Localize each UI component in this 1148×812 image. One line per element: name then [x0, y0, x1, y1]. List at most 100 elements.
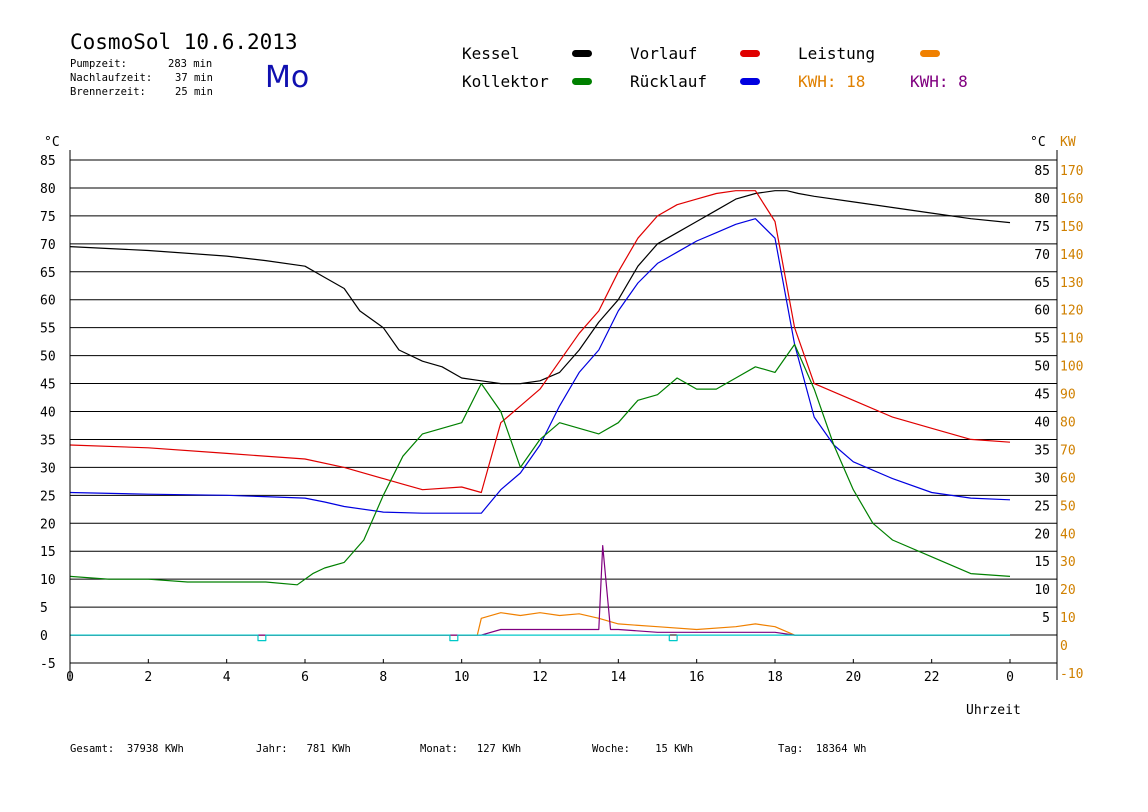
- y-tick-right-temp: 10: [1034, 583, 1050, 598]
- x-tick-label: 6: [301, 670, 309, 685]
- y-tick-right-temp: 35: [1034, 443, 1050, 458]
- weekday-label: Mo: [265, 60, 310, 95]
- x-tick-label: 22: [924, 670, 940, 685]
- y-tick-left: 85: [40, 154, 56, 169]
- footer-tag: Tag: 18364 Wh: [778, 743, 867, 755]
- y-axis-label-right: °C: [1030, 135, 1046, 150]
- y-tick-left: 0: [40, 629, 48, 644]
- y-tick-left: 55: [40, 322, 56, 337]
- series-line-kollektor: [69, 343, 1011, 586]
- y-tick-right-temp: 85: [1034, 164, 1050, 179]
- x-tick-label: 10: [454, 670, 470, 685]
- y-tick-right-temp: 65: [1034, 276, 1050, 291]
- x-tick-label: 0: [1006, 670, 1014, 685]
- legend-kessel: Kessel: [462, 44, 520, 63]
- y-tick-right-temp: 15: [1034, 555, 1050, 570]
- y-tick-right-power: 130: [1060, 276, 1083, 291]
- series-line-pumpe: [70, 634, 1010, 642]
- y-axis-label-left: °C: [44, 135, 60, 150]
- y-tick-right-power: 170: [1060, 164, 1083, 179]
- kwh-orange: KWH: 18: [798, 72, 866, 91]
- legend-leistung-swatch: [920, 50, 940, 57]
- y-tick-right-power: 150: [1060, 220, 1083, 235]
- chart-axes: -505101520253035404550556065707580855101…: [40, 135, 1083, 718]
- series-line-kessel: [69, 190, 1011, 385]
- stat-pumpzeit-label: Pumpzeit:: [70, 58, 127, 70]
- y-tick-left: 5: [40, 601, 48, 616]
- footer-jahr: Jahr: 781 KWh: [256, 743, 351, 755]
- chart-grid: [70, 159, 1057, 636]
- y-tick-right-temp: 80: [1034, 192, 1050, 207]
- stat-nachlaufzeit-value: 37 min: [175, 72, 213, 84]
- footer-woche: Woche: 15 KWh: [592, 743, 694, 755]
- series-line-vorlauf: [69, 190, 1011, 494]
- y-tick-right-temp: 5: [1042, 611, 1050, 626]
- y-tick-left: 50: [40, 350, 56, 365]
- series-line-leistung: [70, 612, 1010, 636]
- legend-vorlauf: Vorlauf: [630, 44, 698, 63]
- x-tick-label: 12: [532, 670, 548, 685]
- y-tick-right-power: 50: [1060, 499, 1076, 514]
- y-tick-right-power: 120: [1060, 304, 1083, 319]
- x-axis-label: Uhrzeit: [966, 703, 1021, 718]
- y-tick-right-temp: 20: [1034, 527, 1050, 542]
- y-tick-right-temp: 40: [1034, 416, 1050, 431]
- y-axis-label-power: KW: [1060, 135, 1076, 150]
- x-tick-label: 16: [689, 670, 705, 685]
- y-tick-right-power: 60: [1060, 471, 1076, 486]
- kwh-purple: KWH: 8: [910, 72, 968, 91]
- y-tick-right-power: 40: [1060, 527, 1076, 542]
- x-tick-label: 0: [66, 670, 74, 685]
- y-tick-right-power: 110: [1060, 332, 1083, 347]
- y-tick-right-power: -10: [1060, 667, 1083, 682]
- y-tick-right-temp: 70: [1034, 248, 1050, 263]
- legend-kollektor: Kollektor: [462, 72, 549, 91]
- y-tick-right-temp: 30: [1034, 471, 1050, 486]
- y-tick-left: 45: [40, 378, 56, 393]
- y-tick-left: 15: [40, 545, 56, 560]
- page-title: CosmoSol 10.6.2013: [70, 30, 298, 54]
- legend-vorlauf-swatch: [740, 50, 760, 57]
- stat-pumpzeit-value: 283 min: [168, 58, 213, 70]
- x-tick-label: 8: [379, 670, 387, 685]
- y-tick-right-temp: 55: [1034, 332, 1050, 347]
- y-tick-left: 65: [40, 266, 56, 281]
- y-tick-left: 30: [40, 461, 56, 476]
- y-tick-right-temp: 60: [1034, 304, 1050, 319]
- y-tick-left: 25: [40, 489, 56, 504]
- y-tick-left: 75: [40, 210, 56, 225]
- x-tick-label: 20: [846, 670, 862, 685]
- legend-kollektor-swatch: [572, 78, 592, 85]
- y-tick-left: 20: [40, 517, 56, 532]
- y-tick-right-power: 20: [1060, 583, 1076, 598]
- legend-ruecklauf: Rücklauf: [630, 72, 708, 91]
- y-tick-left: 35: [40, 433, 56, 448]
- y-tick-left: -5: [40, 657, 56, 672]
- x-tick-label: 14: [611, 670, 627, 685]
- stat-brennerzeit-value: 25 min: [175, 86, 213, 98]
- y-tick-right-temp: 75: [1034, 220, 1050, 235]
- stat-brennerzeit-label: Brennerzeit:: [70, 86, 146, 98]
- y-tick-right-temp: 45: [1034, 388, 1050, 403]
- y-tick-right-power: 100: [1060, 360, 1083, 375]
- y-tick-left: 10: [40, 573, 56, 588]
- y-tick-right-power: 90: [1060, 388, 1076, 403]
- footer-gesamt: Gesamt: 37938 KWh: [70, 743, 184, 755]
- y-tick-left: 80: [40, 182, 56, 197]
- y-tick-right-power: 160: [1060, 192, 1083, 207]
- y-tick-right-power: 140: [1060, 248, 1083, 263]
- y-tick-right-temp: 50: [1034, 360, 1050, 375]
- y-tick-right-temp: 25: [1034, 499, 1050, 514]
- stat-nachlaufzeit-label: Nachlaufzeit:: [70, 72, 153, 84]
- y-tick-right-power: 30: [1060, 555, 1076, 570]
- footer-monat: Monat: 127 KWh: [420, 743, 522, 755]
- series-line-rücklauf: [69, 218, 1011, 514]
- chart-series: [69, 190, 1011, 642]
- y-tick-left: 70: [40, 238, 56, 253]
- y-tick-right-power: 0: [1060, 639, 1068, 654]
- y-tick-left: 60: [40, 294, 56, 309]
- series-line-leistung2: [70, 544, 1010, 636]
- legend-ruecklauf-swatch: [740, 78, 760, 85]
- x-tick-label: 4: [223, 670, 231, 685]
- x-tick-label: 18: [767, 670, 783, 685]
